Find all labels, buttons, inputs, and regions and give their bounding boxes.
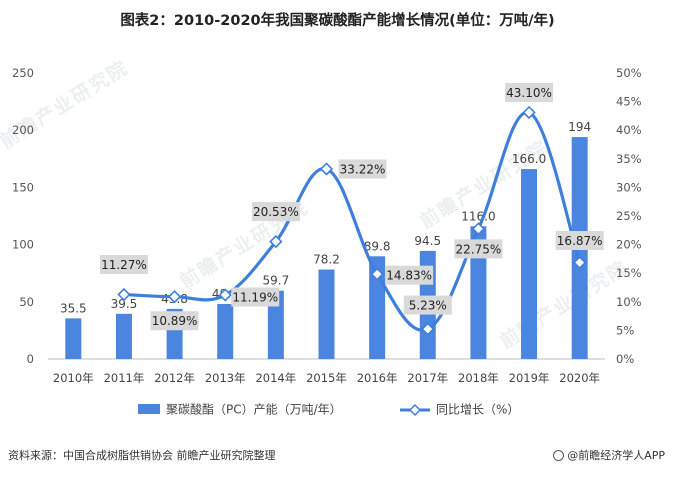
line-value-label: 20.53% [253,205,299,219]
bar [470,226,487,359]
y-right-tick-label: 35% [616,152,642,166]
line-point [167,290,182,304]
bar-value-label: 194 [568,120,591,134]
line-value-label-box [150,311,199,331]
y-right-tick-label: 10% [616,295,642,309]
line-point [421,322,435,336]
bar-value-label: 94.5 [414,234,441,248]
line-point [370,267,384,281]
line-value-label: 43.10% [506,86,552,100]
legend-bar-label: 聚碳酸酯（PC）产能（万吨/年） [166,402,342,417]
y-left-tick-label: 0 [27,352,34,366]
y-left-tick-label: 150 [12,180,34,194]
bar-value-label: 116.0 [461,209,495,223]
line-point [319,162,334,176]
bar [115,313,132,359]
bar [217,303,234,359]
y-right-tick-label: 0% [616,352,634,366]
brand-text: @前瞻经济学人APP [567,449,665,462]
bar [521,169,538,359]
line-value-label: 10.89% [152,314,198,328]
line-value-label-box [555,231,604,251]
line-value-label: 11.27% [101,258,147,272]
x-tick-label: 2011年 [104,371,145,385]
line-point [522,105,536,120]
x-tick-label: 2014年 [255,371,296,385]
bar-value-label: 166.0 [512,152,546,166]
line-value-label-box [231,287,280,307]
line-value-label-box [403,295,452,315]
x-tick-label: 2020年 [559,371,600,385]
legend-line-marker [408,403,422,417]
line-value-label: 22.75% [456,242,502,256]
line-point [218,288,232,302]
y-right-tick-label: 15% [616,266,642,280]
line-value-label-box [385,265,434,285]
y-right-tick-label: 50% [616,66,642,80]
y-right-tick-label: 40% [616,123,642,137]
bar-value-label: 78.2 [313,253,340,267]
line-point [269,234,283,249]
x-tick-label: 2012年 [154,371,195,385]
line-value-label-box [505,82,554,102]
x-tick-label: 2019年 [509,371,550,385]
line-value-label-box [338,159,387,179]
chart-area: 0 50 100 150 200 250 0% 5% 10% 15% 20% 25% 30% 35% 40%… [12,66,642,417]
y-right-tick-label: 20% [616,238,642,252]
bar [65,318,82,359]
legend-bar-swatch [138,404,160,414]
y-right-tick-label: 30% [616,180,642,194]
x-tick-label: 2016年 [357,371,398,385]
bar-value-label: 89.8 [364,239,391,253]
x-tick-label: 2017年 [407,371,448,385]
line-value-label-box [454,239,503,259]
x-tick-label: 2013年 [205,371,246,385]
source-note: 资料来源：中国合成树脂供销协会 前瞻产业研究院整理 [8,449,276,462]
y-left-tick-label: 50 [19,295,34,309]
line-point [471,222,486,236]
y-left-tick-label: 100 [12,238,34,252]
growth-line [123,110,582,332]
line-value-label-box [251,202,300,222]
bar [318,269,335,359]
bar-value-label: 39.5 [111,297,138,311]
line-point [117,287,131,302]
y-left-tick-label: 200 [12,123,34,137]
bar-value-label: 35.5 [60,301,87,315]
line-value-label-box [99,255,148,275]
bar [267,290,284,359]
x-tick-label: 2018年 [458,371,499,385]
brand-note: @前瞻经济学人APP [553,447,665,463]
legend-line-label: 同比增长（%） [436,403,519,417]
x-tick-label: 2015年 [306,371,347,385]
brand-logo-icon [553,450,565,461]
line-value-label: 11.19% [232,290,278,304]
line-value-label: 33.22% [340,162,386,176]
x-tick-label: 2010年 [53,371,94,385]
line-value-label: 14.83% [386,269,432,283]
bar-value-label: 59.7 [263,274,290,288]
line-value-label: 5.23% [409,299,447,313]
y-right-tick-label: 5% [616,323,634,337]
y-left-tick-label: 250 [12,66,34,80]
line-value-label: 16.87% [557,234,603,248]
y-right-tick-label: 45% [616,95,642,109]
chart-title: 图表2：2010-2020年我国聚碳酸酯产能增长情况(单位：万吨/年) [120,13,555,29]
line-point [573,255,587,270]
y-right-tick-label: 25% [616,209,642,223]
